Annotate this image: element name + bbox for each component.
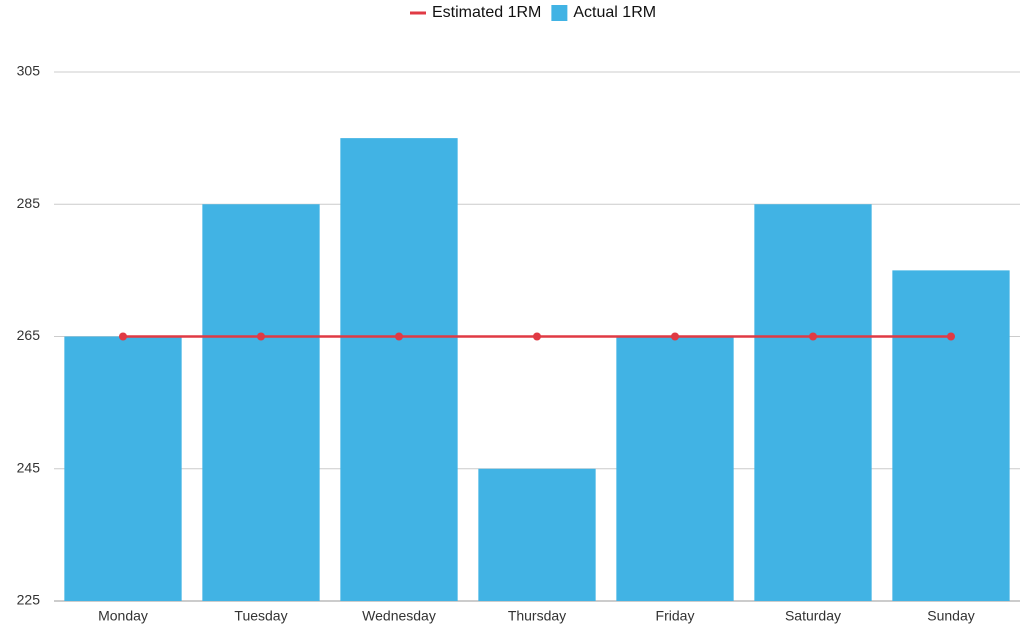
bar bbox=[478, 468, 596, 601]
y-tick-label: 265 bbox=[17, 327, 41, 343]
x-tick-label: Wednesday bbox=[362, 608, 436, 624]
x-tick-label: Sunday bbox=[927, 608, 974, 624]
bar bbox=[616, 336, 734, 601]
bar bbox=[340, 138, 458, 601]
y-tick-label: 305 bbox=[17, 63, 41, 79]
y-tick-label: 245 bbox=[17, 459, 41, 475]
bar bbox=[202, 204, 320, 601]
line-point bbox=[671, 332, 679, 341]
bar bbox=[892, 270, 1010, 601]
line-point bbox=[119, 332, 127, 341]
x-tick-label: Saturday bbox=[785, 608, 841, 624]
x-tick-label: Friday bbox=[656, 608, 695, 624]
line-point bbox=[809, 332, 817, 341]
bar bbox=[754, 204, 872, 601]
x-tick-label: Thursday bbox=[508, 608, 566, 624]
legend-label: Actual 1RM bbox=[573, 4, 656, 21]
x-tick-label: Tuesday bbox=[234, 608, 287, 624]
y-tick-label: 285 bbox=[17, 195, 41, 211]
line-point bbox=[257, 332, 265, 341]
line-point bbox=[533, 332, 541, 341]
legend-label: Estimated 1RM bbox=[432, 4, 541, 21]
bar bbox=[64, 336, 182, 601]
x-tick-label: Monday bbox=[98, 608, 148, 624]
legend: Estimated 1RM Actual 1RM bbox=[410, 4, 656, 21]
y-tick-label: 225 bbox=[17, 592, 41, 608]
line-point bbox=[395, 332, 403, 341]
legend-swatch bbox=[551, 5, 568, 21]
line-point bbox=[947, 332, 955, 341]
